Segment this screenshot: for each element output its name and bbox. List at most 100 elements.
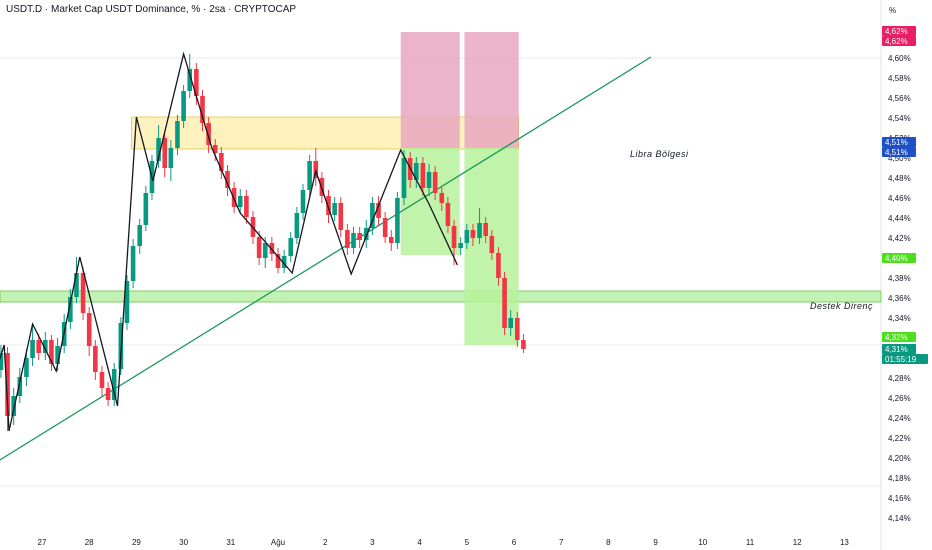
x-tick-label: 2 xyxy=(323,538,328,547)
y-tick-label: 4,48% xyxy=(888,174,911,183)
candle xyxy=(464,224,470,249)
price-tags: 4,62%4,62% 4,51%4,51% 4,40% 4,32% 4,31%01:55… xyxy=(882,26,928,364)
candle-body xyxy=(326,196,331,215)
candle xyxy=(275,248,281,273)
candle xyxy=(426,164,432,196)
x-tick-label: 6 xyxy=(512,538,517,547)
candle xyxy=(432,166,438,200)
candle-body xyxy=(307,161,312,190)
chart-title: USDT.D · Market Cap USDT Dominance, % · … xyxy=(6,4,297,15)
price-axis[interactable]: 4,60%4,58%4,56%4,54%4,52%4,50%4,48%4,46%… xyxy=(888,6,911,523)
candle-body xyxy=(86,313,92,346)
candle xyxy=(30,324,35,366)
libra-zone-label: Libra Bölgesi xyxy=(630,149,689,159)
candle xyxy=(49,335,54,371)
candle xyxy=(338,197,344,237)
candle xyxy=(382,212,388,243)
candle xyxy=(458,237,463,255)
x-tick-label: 28 xyxy=(85,538,94,547)
candle xyxy=(300,184,306,220)
price-tag: 4,31% xyxy=(882,344,916,354)
candle-body xyxy=(521,340,526,349)
y-tick-label: 4,26% xyxy=(888,394,911,403)
price-tag: 4,32% xyxy=(882,332,916,342)
candle-body xyxy=(477,223,482,238)
candle-body xyxy=(55,346,60,364)
candle-body xyxy=(237,196,243,207)
candle-body xyxy=(80,273,86,313)
candle-body xyxy=(212,145,218,153)
candle xyxy=(105,382,111,406)
candle-body xyxy=(24,358,29,377)
candle-body xyxy=(11,396,16,416)
candle-body xyxy=(300,190,306,213)
price-tag-text: 4,51% xyxy=(885,148,908,157)
candle xyxy=(80,267,86,320)
candle xyxy=(137,219,143,254)
candle-body xyxy=(395,198,400,243)
candle xyxy=(351,227,356,254)
candle xyxy=(225,165,230,196)
candle xyxy=(376,196,381,225)
candle xyxy=(11,388,16,425)
x-tick-label: 30 xyxy=(179,538,188,547)
candle xyxy=(489,230,495,260)
candle-body xyxy=(357,233,362,240)
candle-body xyxy=(458,243,463,248)
candle-body xyxy=(464,230,470,243)
candle-body xyxy=(168,148,174,168)
candle xyxy=(281,250,287,273)
candle-body xyxy=(130,246,136,281)
candle-body xyxy=(496,253,501,278)
candle xyxy=(483,217,488,243)
candle-body xyxy=(401,158,407,198)
candle xyxy=(237,189,243,213)
candle xyxy=(111,363,117,406)
candle-body xyxy=(187,69,193,91)
candle xyxy=(508,310,513,336)
candle-body xyxy=(288,238,294,256)
price-tag: 01:55:19 xyxy=(882,354,928,364)
candle-body xyxy=(256,237,262,258)
candle-body xyxy=(200,96,205,123)
short-1-zone xyxy=(400,32,460,148)
candle-body xyxy=(105,388,111,400)
price-tag: 4,51% xyxy=(882,147,916,157)
candle xyxy=(0,345,4,378)
candle xyxy=(219,147,224,179)
candle xyxy=(420,157,426,196)
y-tick-label: 4,56% xyxy=(888,94,911,103)
candle-body xyxy=(36,340,41,353)
candle xyxy=(502,272,507,335)
candle xyxy=(363,220,369,248)
candle-body xyxy=(137,225,143,246)
y-tick-label: 4,24% xyxy=(888,414,911,423)
x-tick-label: 11 xyxy=(746,538,755,547)
y-tick-label: 4,14% xyxy=(888,514,911,523)
candle-body xyxy=(294,213,300,238)
candle-body xyxy=(502,278,507,328)
candle-body xyxy=(194,69,199,96)
candle-body xyxy=(508,318,513,328)
candle-body xyxy=(74,273,79,297)
x-tick-label: 8 xyxy=(606,538,611,547)
candle xyxy=(194,63,199,105)
zone-labels: Libra Bölgesi Destek Direnç xyxy=(630,149,873,311)
candle-body xyxy=(426,172,432,188)
candle-body xyxy=(162,138,168,168)
candle-body xyxy=(382,218,388,237)
price-tag-text: 4,32% xyxy=(885,333,908,342)
candle-body xyxy=(338,203,344,230)
time-axis[interactable]: 27 28 29 30 31 Ağu 2 3 4 5 6 7 8 9 10 11 12 13 xyxy=(38,538,850,547)
candle-body xyxy=(206,123,211,145)
candle-body xyxy=(388,237,394,243)
candle-body xyxy=(483,223,488,236)
candle xyxy=(181,85,186,128)
candle xyxy=(401,150,407,205)
candle xyxy=(168,140,174,181)
candle-body xyxy=(432,172,438,193)
candle xyxy=(395,192,400,249)
x-tick-label: Ağu xyxy=(271,538,285,547)
candle-body xyxy=(515,318,520,340)
